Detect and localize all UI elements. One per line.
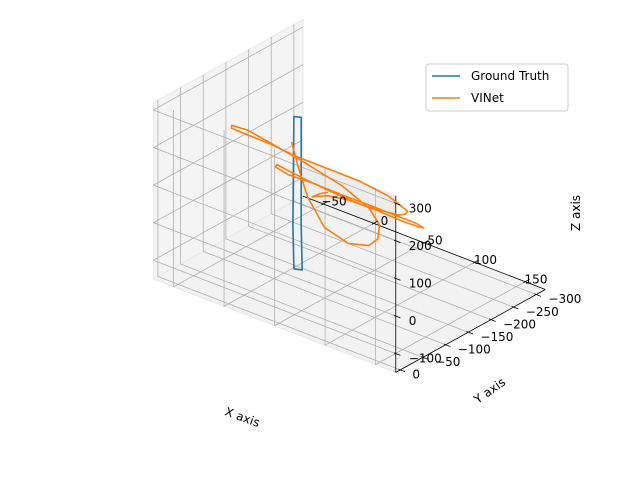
- gridline-x-floor: [173, 203, 324, 288]
- y-tick-label: −250: [526, 305, 559, 319]
- gridline-y-floor: [203, 251, 446, 346]
- y-tick-mark: [511, 305, 519, 310]
- z-tick-mark: [393, 277, 401, 281]
- x-tick-label: 50: [427, 234, 442, 248]
- gridline-x-floor: [324, 261, 475, 346]
- gridline-x-floor: [223, 223, 374, 307]
- z-tick-label: 0: [409, 314, 417, 328]
- z-tick-mark: [393, 239, 401, 244]
- grid-lines: [153, 24, 537, 371]
- y-tick-label: 0: [412, 368, 420, 382]
- gridline-z-side: [153, 177, 304, 261]
- series-line-vinet: [230, 124, 425, 247]
- x-tick-label: −50: [321, 195, 346, 209]
- y-tick-mark: [466, 331, 474, 335]
- y-tick-label: −200: [503, 317, 536, 331]
- x-tick-mark: [472, 259, 480, 264]
- y-axis-label: Y axis: [470, 375, 508, 407]
- z-tick-mark: [393, 314, 401, 319]
- gridline-z-side: [153, 26, 304, 111]
- gridline-y-floor: [271, 213, 514, 308]
- gridline-y-floor: [248, 225, 492, 321]
- z-axis-ticks: 300 200 100 0 −100: [393, 201, 442, 366]
- legend-label-vinet: VINet: [471, 91, 504, 105]
- gridline-y-floor: [180, 263, 424, 358]
- y-tick-mark: [534, 293, 542, 297]
- y-tick-mark: [488, 318, 496, 322]
- data-traces: [230, 115, 425, 271]
- x-tick-mark: [321, 201, 328, 206]
- gridline-x-floor: [274, 242, 425, 327]
- gridline-z-back: [153, 259, 396, 354]
- gridline-z-side: [153, 139, 304, 224]
- y-tick-label: −50: [435, 355, 460, 369]
- gridline-z-side: [153, 64, 304, 148]
- y-tick-mark: [443, 343, 451, 347]
- x-axis-ticks: −50 0 50 100 150: [321, 195, 547, 287]
- x-tick-mark: [422, 240, 429, 245]
- gridline-y-floor: [157, 276, 401, 371]
- x-tick-label: 0: [381, 214, 389, 228]
- x-tick-mark: [523, 278, 530, 284]
- gridline-z-side: [153, 101, 304, 186]
- y-tick-mark: [420, 356, 428, 360]
- legend-label-ground-truth: Ground Truth: [471, 69, 549, 83]
- gridline-y-floor: [225, 238, 469, 333]
- gridline-y-floor: [293, 200, 537, 295]
- legend-frame: [425, 63, 569, 112]
- z-tick-label: −100: [409, 352, 442, 366]
- z-tick-mark: [393, 352, 401, 356]
- y-tick-mark: [398, 368, 406, 373]
- z-tick-label: 200: [409, 239, 432, 253]
- series-line-ground-truth: [292, 115, 304, 271]
- gridline-x-floor: [375, 281, 526, 365]
- y-tick-label: −300: [548, 292, 581, 306]
- z-tick-label: 100: [409, 277, 432, 291]
- y-tick-label: −150: [480, 330, 513, 344]
- z-tick-label: 300: [409, 201, 432, 215]
- y-tick-label: −100: [458, 342, 491, 356]
- z-axis-label: Z axis: [569, 195, 583, 231]
- y-axis-ticks: 0−50−100−150−200−250−300: [398, 292, 581, 382]
- x-tick-label: 100: [474, 253, 497, 267]
- x-tick-label: 150: [525, 273, 548, 287]
- axis-line-y: [395, 289, 546, 373]
- legend: Ground Truth VINet: [425, 63, 569, 112]
- x-axis-label: X axis: [223, 404, 262, 429]
- z-tick-mark: [393, 202, 401, 206]
- x-tick-mark: [371, 220, 379, 225]
